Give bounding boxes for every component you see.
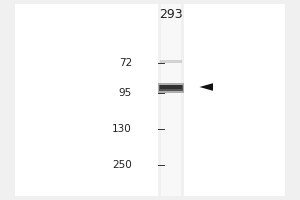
Bar: [160, 60, 182, 63]
Text: 293: 293: [159, 8, 183, 21]
Text: 130: 130: [112, 124, 132, 134]
Polygon shape: [200, 83, 213, 91]
Bar: [158, 4, 184, 196]
Bar: [158, 83, 184, 93]
Bar: [161, 4, 181, 196]
Bar: [160, 85, 182, 89]
Text: 95: 95: [119, 88, 132, 98]
Bar: [159, 85, 183, 91]
Text: 250: 250: [112, 160, 132, 170]
Text: 72: 72: [119, 58, 132, 68]
